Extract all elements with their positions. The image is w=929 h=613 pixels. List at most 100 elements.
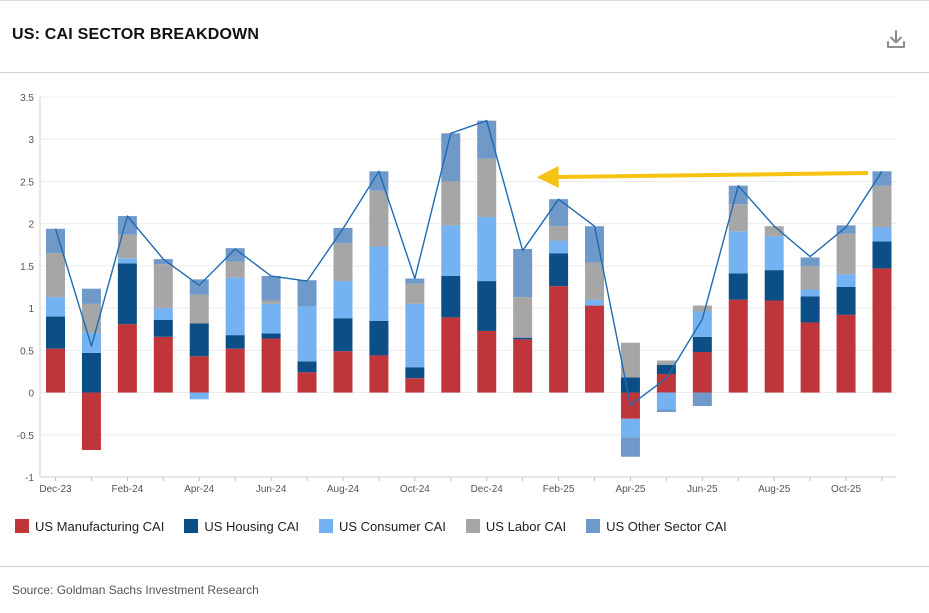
bar-segment-labor [81, 303, 101, 333]
bar-segment-manufacturing [81, 392, 101, 450]
y-axis: -1 -0.5 0 0.5 1 1.5 2 2.5 3 3.5 [17, 93, 41, 484]
annotation-arrow-head [536, 165, 559, 188]
bar-segment-labor [405, 283, 425, 304]
bar-segment-labor [620, 342, 640, 378]
bar-segment-manufacturing [405, 378, 425, 393]
top-rule [0, 0, 929, 1]
bar-segment-labor [836, 233, 856, 275]
bar-segment-manufacturing [225, 348, 245, 393]
x-tick-label: Dec-24 [471, 484, 504, 495]
bar-segment-labor [872, 185, 892, 228]
bar-segment-other [46, 228, 65, 254]
legend-item-other[interactable]: US Other Sector CAI [586, 519, 727, 534]
bar-segment-labor [764, 226, 784, 237]
bar-segment-other [81, 288, 101, 304]
bar-segment-housing [369, 320, 389, 356]
legend-swatch-consumer [319, 519, 333, 533]
bar-segment-labor [153, 264, 173, 309]
bar-segment-manufacturing [549, 286, 569, 393]
bar-segment-labor [692, 305, 712, 312]
bar-segment-housing [46, 316, 65, 349]
bar-segment-manufacturing [656, 373, 676, 393]
bar-segment-other [549, 199, 569, 227]
bar-segment-other [333, 227, 353, 244]
x-tick-label: Feb-24 [112, 484, 144, 495]
bar-segment-other [405, 278, 425, 284]
y-tick-label: -0.5 [17, 431, 35, 442]
chart-header: US: CAI SECTOR BREAKDOWN [0, 1, 929, 73]
x-tick-label: Apr-25 [615, 484, 645, 495]
download-icon[interactable] [884, 27, 908, 51]
bar-segment-consumer [800, 289, 820, 297]
bar-segment-housing [620, 377, 640, 393]
bar-segment-housing [117, 263, 137, 325]
legend-item-labor[interactable]: US Labor CAI [465, 519, 566, 534]
bar-segment-labor [189, 294, 209, 324]
bar-segment-other [441, 133, 461, 182]
bar-segment-housing [333, 318, 353, 352]
bar-segment-manufacturing [477, 330, 497, 393]
legend-swatch-other [586, 519, 601, 533]
bar-segment-consumer [692, 311, 712, 337]
x-tick-label: Apr-24 [184, 484, 214, 495]
bar-segment-labor [261, 300, 281, 304]
x-tick-label: Oct-25 [831, 484, 861, 495]
bar-segment-other [692, 392, 712, 407]
bar-segment-housing [800, 296, 820, 323]
bar-segment-manufacturing [585, 305, 605, 393]
x-tick-label: Dec-23 [39, 484, 72, 495]
bar-segment-other [513, 249, 533, 298]
bar-segment-manufacturing [261, 338, 281, 393]
bar-segment-consumer [189, 392, 209, 400]
bar-segment-manufacturing [800, 322, 820, 393]
bar-segment-consumer [441, 225, 461, 277]
x-tick-label: Aug-24 [327, 484, 360, 495]
legend-item-housing[interactable]: US Housing CAI [184, 519, 299, 534]
total-line-layer [54, 119, 883, 406]
bar-segment-consumer [297, 306, 317, 362]
bar-segment-housing [872, 241, 892, 269]
bar-segment-housing [225, 335, 245, 349]
annotation-arrow-shaft [558, 171, 869, 179]
bar-segment-labor [333, 243, 353, 282]
bar-segment-labor [441, 181, 461, 226]
bar-segment-housing [836, 287, 856, 315]
bar-segment-other [261, 276, 281, 301]
bar-segment-manufacturing [692, 352, 712, 393]
cai-stacked-bar-chart: -1 -0.5 0 0.5 1 1.5 2 2.5 3 3.5 Dec-23 Feb-24 Apr-2… [17, 93, 896, 495]
legend-item-consumer[interactable]: US Consumer CAI [319, 519, 446, 534]
x-tick-label: Feb-25 [543, 484, 575, 495]
bar-segment-consumer [549, 240, 569, 254]
bar-segment-labor [117, 234, 137, 259]
y-tick-label: 2.5 [20, 177, 34, 188]
bar-segment-consumer [46, 297, 65, 317]
bar-segment-manufacturing [153, 336, 173, 393]
bar-segment-other [872, 171, 892, 186]
bar-segment-housing [728, 273, 748, 300]
legend-item-manufacturing[interactable]: US Manufacturing CAI [15, 519, 164, 534]
bar-segment-manufacturing [369, 355, 389, 393]
bar-segment-labor [369, 190, 389, 247]
chart-title: US: CAI SECTOR BREAKDOWN [12, 26, 260, 43]
bar-segment-other [189, 279, 209, 295]
bar-segment-consumer [764, 236, 784, 271]
bar-segment-manufacturing [513, 339, 533, 393]
bar-segment-manufacturing [333, 351, 353, 393]
bar-segment-housing [513, 337, 533, 340]
bar-segment-labor [513, 297, 533, 338]
bar-segment-housing [189, 323, 209, 357]
bar-segment-manufacturing [441, 317, 461, 393]
bar-segment-other [225, 248, 245, 262]
bar-segment-other [620, 437, 640, 457]
x-axis: Dec-23 Feb-24 Apr-24 Jun-24 Aug-24 Oct-24 Dec-… [39, 476, 896, 495]
x-tick-label: Oct-24 [400, 484, 430, 495]
bar-segment-labor [549, 226, 569, 241]
bar-segment-consumer [369, 246, 389, 321]
bar-segment-other [656, 409, 676, 412]
bar-segment-consumer [728, 231, 748, 274]
bar-segment-labor [477, 158, 497, 217]
bar-segment-manufacturing [764, 300, 784, 393]
bar-segment-manufacturing [297, 372, 317, 393]
bar-segment-manufacturing [46, 348, 65, 393]
bar-segment-consumer [405, 303, 425, 368]
